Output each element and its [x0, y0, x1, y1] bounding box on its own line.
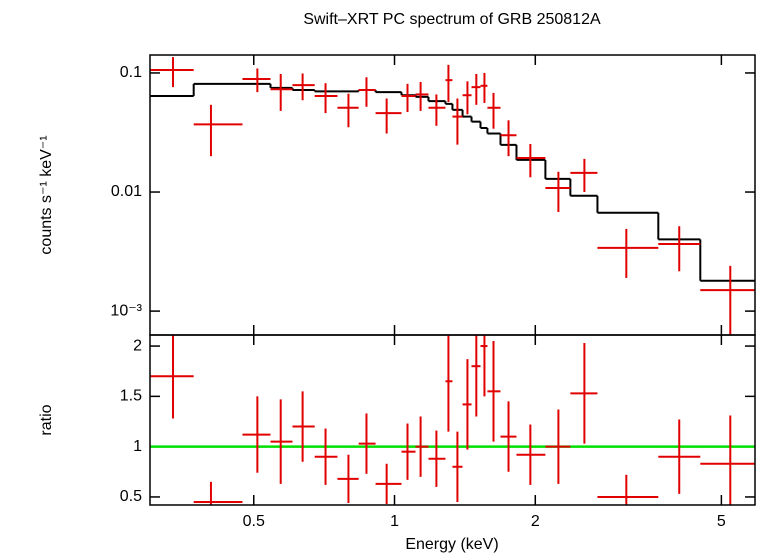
- x-tick-label: 1: [390, 513, 399, 530]
- chart-title: Swift–XRT PC spectrum of GRB 250812A: [303, 11, 601, 28]
- y-tick-label: 0.5: [120, 488, 142, 505]
- plot-frame: [149, 334, 756, 506]
- x-axis-label: Energy (keV): [405, 536, 498, 553]
- y-tick-label: 2: [133, 337, 142, 354]
- y-tick-label: 1: [133, 438, 142, 455]
- x-tick-label: 5: [717, 513, 726, 530]
- y-tick-label: 1.5: [120, 388, 142, 405]
- y-tick-label: 0.01: [111, 183, 142, 200]
- y-tick-label: 0.1: [120, 64, 142, 81]
- y-axis-label: ratio: [38, 404, 55, 435]
- plot-frame: [149, 54, 756, 336]
- y-axis-label: counts s⁻¹ keV⁻¹: [38, 135, 55, 254]
- x-tick-label: 0.5: [243, 513, 265, 530]
- y-tick-label: 10⁻³: [110, 302, 142, 319]
- x-tick-label: 2: [531, 513, 540, 530]
